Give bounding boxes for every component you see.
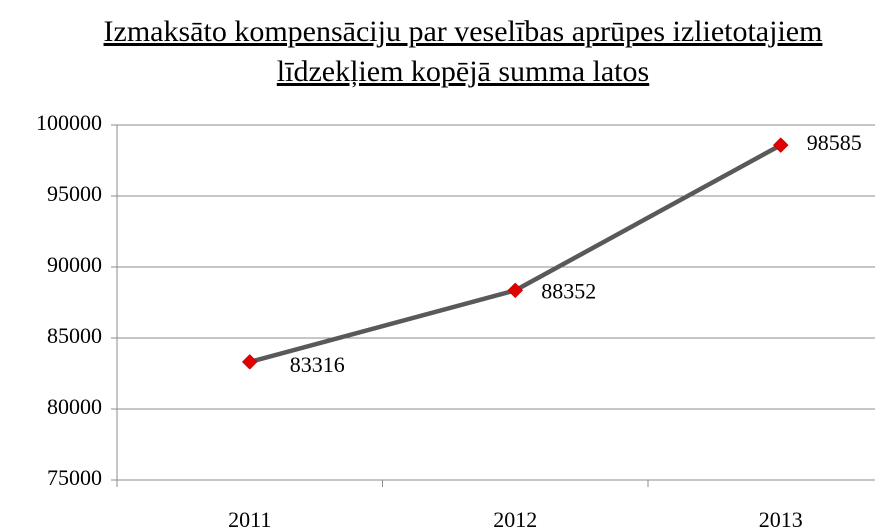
marker xyxy=(241,354,258,370)
y-tick-label: 75000 xyxy=(47,465,102,490)
marker xyxy=(772,137,789,153)
x-tick-label: 2012 xyxy=(493,507,537,529)
data-label: 83316 xyxy=(290,352,345,377)
chart-title: Izmaksāto kompensāciju par veselības apr… xyxy=(103,15,823,88)
y-tick-label: 95000 xyxy=(47,181,102,206)
x-tick-label: 2011 xyxy=(228,507,271,529)
y-tick-label: 100000 xyxy=(36,110,102,135)
y-tick-label: 85000 xyxy=(47,323,102,348)
data-label: 88352 xyxy=(541,278,596,303)
y-tick-label: 80000 xyxy=(47,394,102,419)
x-tick-label: 2013 xyxy=(759,507,803,529)
data-label: 98585 xyxy=(807,130,862,155)
marker xyxy=(507,282,524,299)
line xyxy=(249,143,782,365)
y-tick-label: 90000 xyxy=(47,252,102,277)
